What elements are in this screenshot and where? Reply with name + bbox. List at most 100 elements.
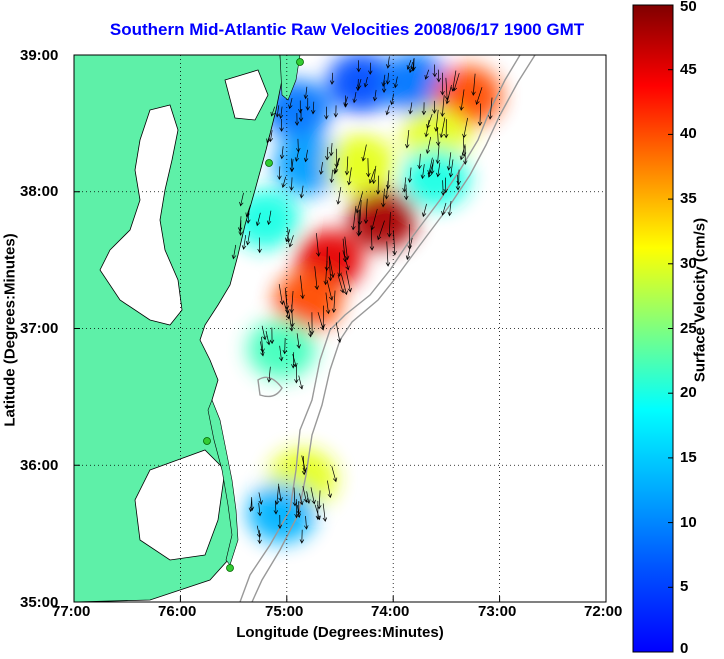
colorbar [632, 4, 674, 653]
velocity-arrow [439, 117, 446, 139]
velocity-arrow [337, 274, 345, 294]
velocity-patch [327, 55, 396, 113]
velocity-arrow [471, 73, 476, 96]
velocity-arrow [246, 208, 251, 224]
velocity-arrow [257, 530, 262, 545]
velocity-arrow [427, 162, 434, 178]
velocity-arrow [363, 76, 369, 88]
axis-ticks [74, 191, 501, 602]
x-tick-label: 75:00 [265, 603, 304, 620]
velocity-arrow [459, 144, 466, 161]
colorbar-tick-label: 50 [680, 0, 697, 15]
velocity-arrow [324, 246, 330, 272]
y-tick-label: 36:00 [20, 457, 59, 474]
velocity-arrow [443, 177, 448, 194]
velocity-arrow [316, 233, 321, 257]
velocity-arrow [432, 100, 437, 114]
velocity-arrow [289, 177, 294, 191]
map-title: Southern Mid-Atlantic Raw Velocities 200… [109, 20, 585, 39]
velocity-arrow [302, 486, 308, 503]
velocity-arrow [432, 64, 437, 78]
velocity-arrow [288, 97, 293, 110]
velocity-arrow [334, 157, 341, 173]
velocity-arrow [331, 466, 338, 483]
velocity-arrow [292, 354, 298, 368]
velocity-arrow [294, 112, 300, 126]
velocity-arrow [351, 205, 357, 231]
velocity-arrow [296, 505, 301, 519]
velocity-arrow [248, 498, 254, 513]
velocity-arrow [322, 503, 328, 522]
velocity-arrow [440, 180, 446, 196]
velocity-arrow [299, 529, 305, 544]
velocity-arrow [266, 366, 272, 383]
velocity-arrow [366, 158, 371, 178]
velocity-arrow [450, 70, 457, 92]
velocity-arrow [257, 237, 262, 254]
velocity-arrow [326, 279, 334, 301]
colorbar-tick-label: 25 [680, 319, 697, 337]
velocity-field [231, 55, 502, 544]
velocity-arrow [410, 58, 416, 72]
colorbar-tick-label: 20 [680, 384, 697, 402]
velocity-arrow [255, 212, 261, 227]
velocity-arrow [345, 270, 352, 293]
velocity-arrow [488, 97, 493, 120]
velocity-patch [401, 107, 470, 168]
velocity-arrow [317, 312, 325, 331]
velocity-arrow [368, 62, 373, 75]
velocity-arrow [273, 500, 279, 515]
velocity-arrow [336, 187, 342, 205]
velocity-arrow [375, 175, 381, 195]
velocity-arrow [369, 225, 375, 251]
velocity-arrow [275, 105, 280, 118]
velocity-arrow [328, 255, 335, 278]
x-tick-label: 72:00 [584, 603, 623, 620]
velocity-arrow [435, 127, 441, 147]
velocity-arrow [372, 89, 378, 102]
velocity-patch [247, 483, 316, 544]
velocity-arrow [370, 208, 378, 231]
velocity-arrow [329, 72, 335, 85]
velocity-arrow [294, 149, 300, 162]
velocity-arrow [257, 502, 262, 517]
y-tick-label: 37:00 [20, 320, 59, 337]
velocity-arrow [385, 105, 390, 116]
velocity-arrow [286, 227, 291, 244]
velocity-arrow [303, 86, 309, 100]
grid [74, 55, 606, 602]
x-tick-label: 77:00 [52, 603, 91, 620]
velocity-arrow [385, 241, 391, 267]
velocity-arrow [308, 322, 313, 338]
velocity-arrow [333, 105, 339, 118]
station-marker [203, 437, 211, 445]
velocity-arrow [424, 69, 430, 80]
velocity-arrow [402, 177, 407, 193]
velocity-patch [274, 271, 343, 332]
velocity-arrow [448, 159, 454, 178]
velocity-arrow [329, 143, 334, 157]
y-tick-label: 38:00 [20, 183, 59, 200]
x-tick-label: 74:00 [371, 603, 410, 620]
velocity-arrow [245, 204, 251, 218]
velocity-arrow [335, 322, 342, 343]
velocity-arrow [381, 80, 387, 93]
velocity-arrow [321, 305, 326, 329]
velocity-arrow [309, 312, 315, 335]
velocity-arrow [363, 198, 369, 224]
radar-stations [203, 58, 304, 572]
velocity-arrow [456, 169, 461, 186]
colorbar-tick-label: 5 [680, 578, 689, 596]
velocity-arrow [274, 486, 280, 506]
velocity-arrow [231, 244, 237, 260]
velocity-arrow [314, 504, 321, 521]
velocity-arrow [266, 133, 271, 144]
velocity-arrow [260, 341, 265, 357]
velocity-arrow [301, 455, 307, 473]
colorbar-tick-label: 35 [680, 190, 697, 208]
velocity-patch [380, 55, 449, 113]
velocity-arrow [435, 145, 441, 165]
velocity-arrow [436, 162, 441, 178]
station-marker [265, 159, 273, 167]
